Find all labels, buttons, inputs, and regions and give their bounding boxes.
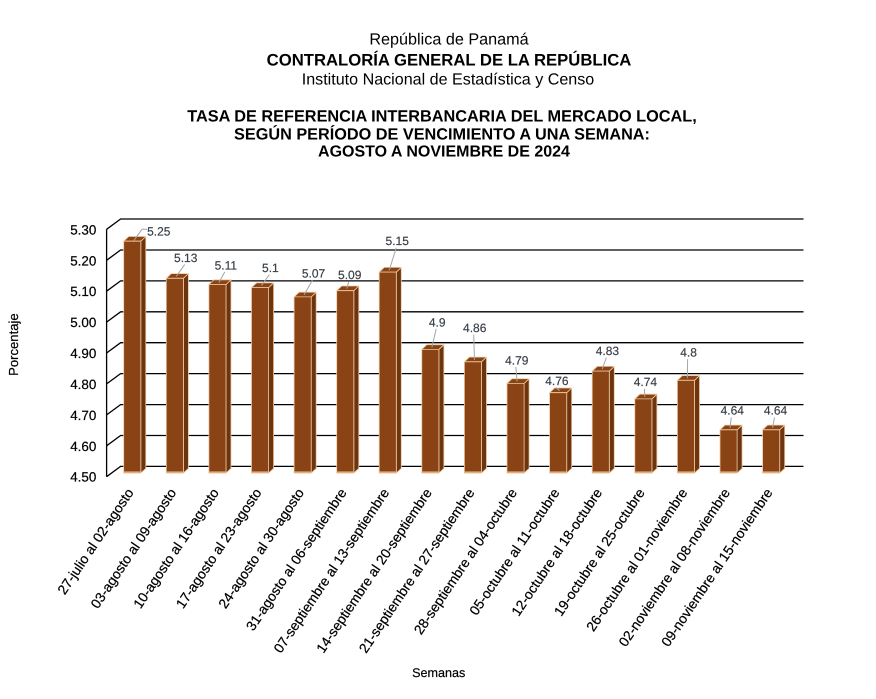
svg-text:5.13: 5.13 — [174, 251, 198, 265]
svg-text:5.20: 5.20 — [70, 253, 96, 268]
svg-text:4.80: 4.80 — [70, 377, 96, 392]
svg-text:5.30: 5.30 — [70, 222, 96, 237]
svg-text:5.00: 5.00 — [70, 315, 96, 330]
svg-text:4.70: 4.70 — [70, 408, 96, 423]
svg-text:5.1: 5.1 — [262, 261, 279, 275]
svg-text:Semanas: Semanas — [412, 666, 465, 680]
svg-text:5.07: 5.07 — [302, 266, 326, 280]
svg-text:5.15: 5.15 — [386, 234, 410, 248]
svg-text:5.09: 5.09 — [338, 268, 362, 282]
svg-text:4.79: 4.79 — [505, 353, 529, 367]
svg-text:5.10: 5.10 — [70, 284, 96, 299]
svg-text:Instituto Nacional de Estadíst: Instituto Nacional de Estadística y Cens… — [302, 70, 595, 88]
svg-text:4.64: 4.64 — [721, 404, 745, 418]
svg-text:4.90: 4.90 — [70, 346, 96, 361]
svg-text:SEGÚN PERÍODO DE VENCIMIENTO A: SEGÚN PERÍODO DE VENCIMIENTO A UNA SEMAN… — [234, 125, 650, 144]
svg-text:AGOSTO A NOVIEMBRE DE 2024: AGOSTO A NOVIEMBRE DE 2024 — [318, 144, 570, 161]
svg-text:4.64: 4.64 — [764, 404, 788, 418]
svg-text:4.86: 4.86 — [463, 321, 487, 335]
svg-text:4.9: 4.9 — [429, 315, 446, 329]
svg-text:5.11: 5.11 — [215, 258, 238, 272]
svg-text:República de Panamá: República de Panamá — [369, 31, 528, 49]
svg-text:4.83: 4.83 — [596, 344, 620, 358]
svg-text:CONTRALORÍA GENERAL DE LA REPÚ: CONTRALORÍA GENERAL DE LA REPÚBLICA — [267, 50, 632, 69]
svg-text:4.60: 4.60 — [70, 439, 96, 454]
svg-text:4.8: 4.8 — [680, 346, 697, 360]
svg-text:Porcentaje: Porcentaje — [6, 313, 21, 376]
svg-text:4.74: 4.74 — [634, 375, 658, 389]
svg-text:4.76: 4.76 — [545, 374, 569, 388]
svg-text:4.50: 4.50 — [70, 470, 96, 485]
svg-text:5.25: 5.25 — [147, 224, 171, 238]
svg-text:TASA DE REFERENCIA INTERBANCAR: TASA DE REFERENCIA INTERBANCARIA DEL MER… — [187, 108, 697, 126]
